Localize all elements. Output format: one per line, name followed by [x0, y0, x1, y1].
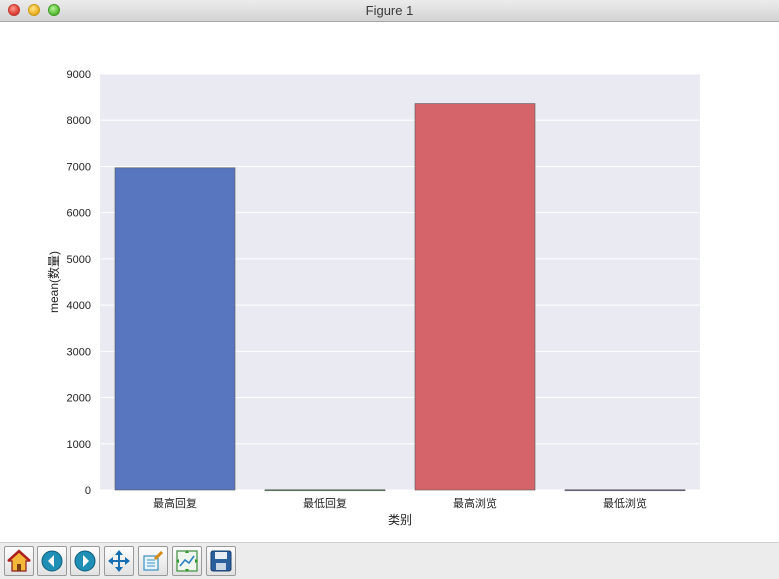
save-disk-icon	[210, 550, 232, 572]
home-icon	[7, 549, 31, 572]
y-tick-labels: 0 1000 2000 3000 4000 5000 6000 7000 8000 9000	[67, 69, 91, 497]
x-tick-label: 最高回复	[153, 496, 197, 510]
pan-arrows-icon	[108, 550, 130, 572]
minimize-window-button[interactable]	[28, 4, 40, 16]
y-tick-label: 7000	[67, 161, 91, 173]
bar-chart: 0 1000 2000 3000 4000 5000 6000 7000 8000 9000 最高…	[46, 69, 700, 527]
back-arrow-icon	[41, 550, 63, 572]
close-window-button[interactable]	[8, 4, 20, 16]
y-tick-label: 8000	[67, 115, 91, 127]
y-tick-label: 0	[85, 485, 91, 497]
zoom-rect-icon	[143, 550, 164, 571]
bar	[414, 103, 536, 491]
x-tick-label: 最高浏览	[453, 496, 497, 510]
figure-toolbar	[0, 542, 779, 579]
y-tick-label: 2000	[67, 393, 91, 405]
back-button[interactable]	[37, 546, 67, 576]
figure-canvas: 0 1000 2000 3000 4000 5000 6000 7000 8000 9000 最高…	[0, 22, 779, 542]
y-tick-label: 9000	[67, 69, 91, 81]
y-tick-label: 4000	[67, 300, 91, 312]
home-button[interactable]	[4, 546, 34, 576]
bars	[114, 103, 686, 492]
zoom-window-button[interactable]	[48, 4, 60, 16]
x-tick-label: 最低回复	[303, 496, 347, 510]
y-axis-label: mean(数量)	[46, 251, 61, 313]
y-tick-label: 3000	[67, 346, 91, 358]
x-tick-labels: 最高回复 最低回复 最高浏览 最低浏览	[153, 496, 647, 510]
y-tick-label: 1000	[67, 439, 91, 451]
save-button[interactable]	[206, 546, 236, 576]
pan-button[interactable]	[104, 546, 134, 576]
subplots-button[interactable]	[172, 546, 202, 576]
bar	[264, 489, 386, 492]
x-tick-label: 最低浏览	[603, 496, 647, 510]
y-tick-label: 5000	[67, 254, 91, 266]
window-title: Figure 1	[365, 3, 414, 18]
zoom-button[interactable]	[138, 546, 168, 576]
forward-arrow-icon	[74, 550, 96, 572]
window-titlebar: Figure 1	[0, 0, 779, 22]
x-axis-label: 类别	[388, 513, 412, 527]
subplots-config-icon	[176, 550, 198, 572]
y-tick-label: 6000	[67, 208, 91, 220]
bar	[564, 489, 686, 492]
forward-button[interactable]	[70, 546, 100, 576]
bar	[114, 167, 236, 491]
